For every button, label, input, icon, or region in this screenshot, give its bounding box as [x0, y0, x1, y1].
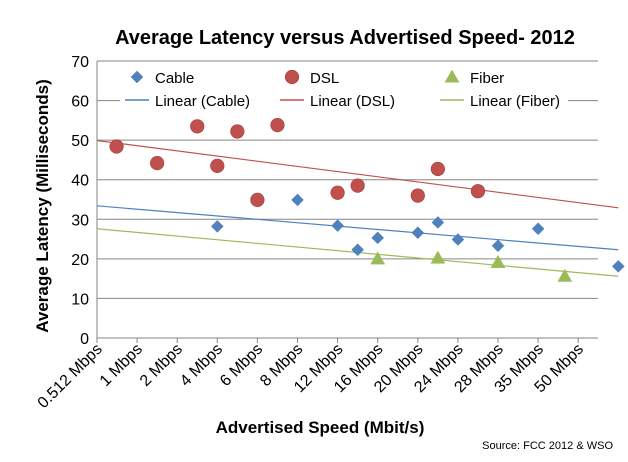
y-tick-label: 40 [71, 173, 89, 190]
data-point [291, 193, 304, 207]
data-point [490, 254, 506, 268]
data-point [430, 250, 446, 264]
data-point [109, 139, 124, 154]
x-axis-label: Advertised Speed (Mbit/s) [216, 418, 425, 437]
trendline [96, 139, 619, 209]
legend-label: Linear (DSL) [310, 93, 395, 110]
legend-marker [284, 69, 300, 85]
y-tick-label: 70 [71, 54, 89, 71]
data-point [531, 222, 545, 236]
trendline [96, 205, 619, 251]
legend: Cable DSL Fiber Linear (Cable) Linear (DSL) L… [120, 65, 568, 113]
legend-marker [130, 70, 144, 84]
data-point [491, 239, 505, 253]
y-tick-label: 20 [71, 252, 89, 269]
data-point [557, 268, 573, 282]
data-point [230, 124, 245, 139]
legend-label: DSL [310, 70, 339, 87]
source-note: Source: FCC 2012 & WSO [482, 440, 613, 452]
data-point [210, 220, 224, 233]
y-tick-label: 60 [71, 94, 89, 111]
y-tick-label: 30 [71, 212, 89, 229]
y-axis-label: Average Latency (Milliseconds) [33, 79, 52, 333]
data-point [371, 231, 385, 245]
data-point [250, 192, 265, 207]
data-point [330, 185, 345, 200]
y-tick-label: 50 [71, 133, 89, 150]
x-tick-label: 6 Mbps [217, 341, 266, 390]
y-tick-label: 0 [80, 331, 89, 348]
data-point [150, 155, 165, 171]
legend-marker [444, 69, 460, 83]
data-point [470, 184, 486, 199]
data-point [411, 226, 425, 240]
y-tick-label: 10 [71, 291, 89, 308]
x-tick-label: 1 Mbps [97, 341, 146, 390]
data-point [190, 119, 205, 134]
legend-box [120, 65, 568, 113]
legend-label: Linear (Fiber) [470, 93, 560, 110]
data-point [270, 118, 285, 133]
data-point [611, 260, 625, 273]
data-point [350, 178, 365, 193]
chart-title: Average Latency versus Advertised Speed-… [115, 27, 575, 49]
data-point [431, 216, 445, 229]
legend-label: Fiber [470, 70, 504, 87]
data-point [410, 188, 425, 203]
data-point [210, 158, 225, 173]
data-point [451, 233, 465, 246]
x-tick-label: 4 Mbps [177, 341, 226, 390]
x-tick-label: 0.512 Mbps [35, 341, 106, 412]
data-point [351, 243, 365, 257]
x-tick-label: 2 Mbps [137, 341, 186, 390]
legend-label: Cable [155, 70, 194, 87]
legend-label: Linear (Cable) [155, 93, 250, 110]
data-point [370, 251, 386, 265]
data-point [331, 219, 344, 232]
data-point [430, 161, 445, 177]
